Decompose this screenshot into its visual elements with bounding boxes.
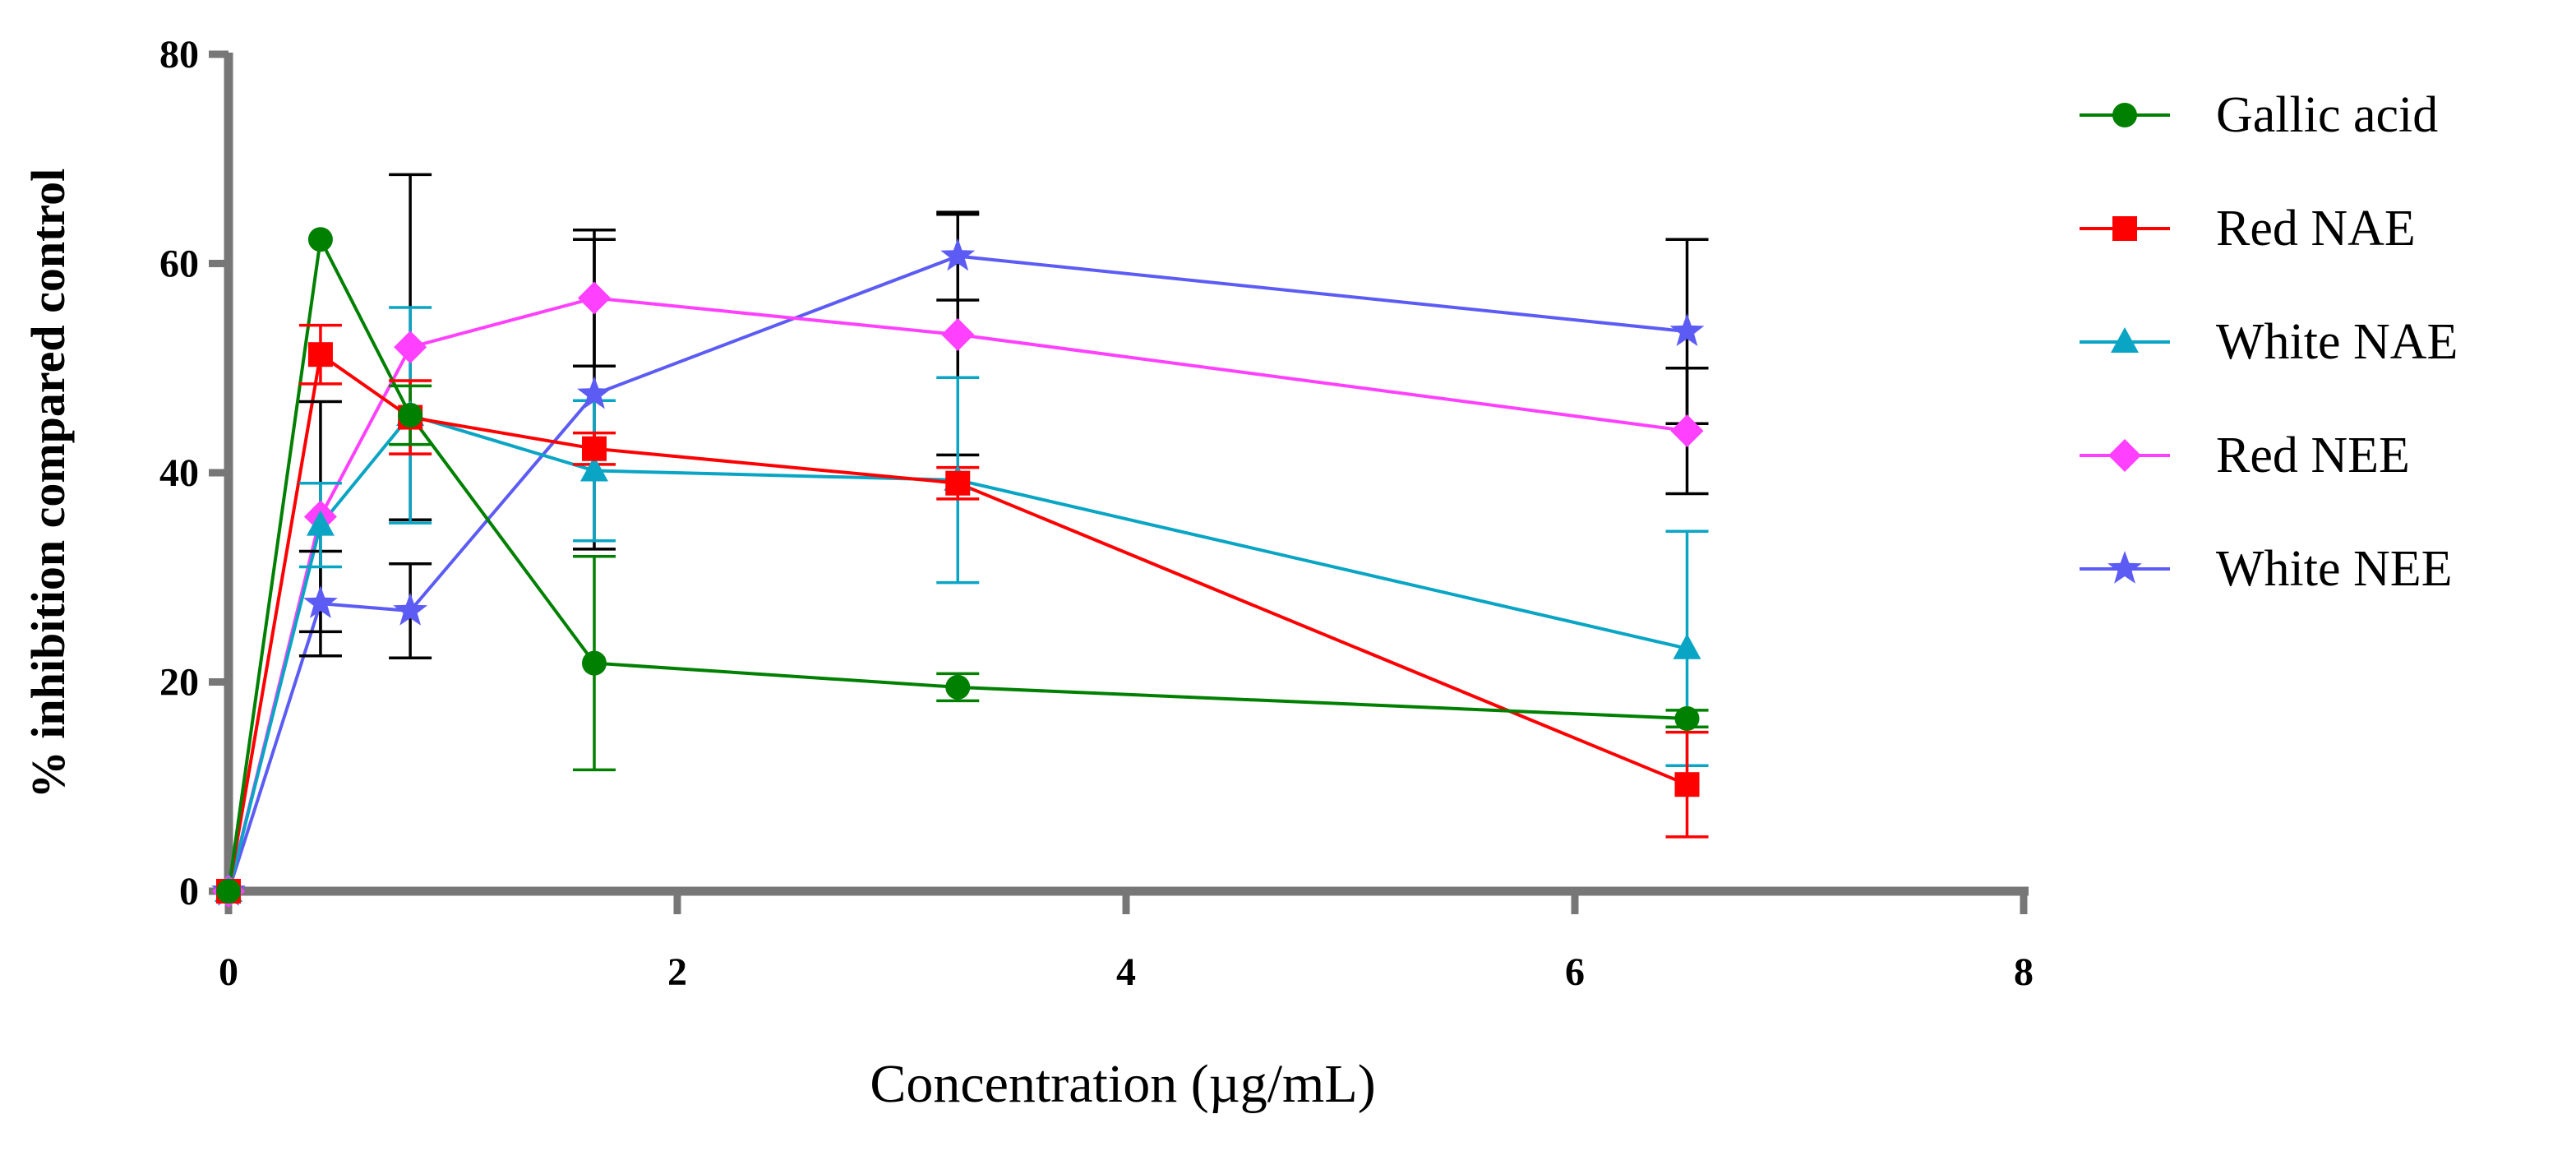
data-point [393, 593, 428, 626]
data-point [941, 318, 975, 352]
legend-label: White NAE [2216, 314, 2458, 370]
data-point [307, 342, 333, 367]
x-axis-title: Concentration (µg/mL) [870, 1054, 1375, 1114]
data-point [1674, 706, 1700, 732]
legend-marker [2108, 439, 2141, 472]
series-line [227, 351, 1688, 892]
data-point [577, 376, 612, 409]
legend-marker [2107, 551, 2142, 584]
data-point [577, 281, 611, 315]
series-layer [211, 173, 1709, 908]
series-line [227, 254, 1687, 892]
data-point [1670, 414, 1704, 448]
y-tick-label: 80 [159, 33, 199, 76]
y-tick-label: 0 [179, 870, 199, 913]
legend: Gallic acid Red NAE White NAE Red NEE White … [2080, 87, 2458, 597]
x-tick-label: 6 [1565, 950, 1585, 994]
data-point [1669, 313, 1705, 346]
legend-label: Gallic acid [2216, 87, 2438, 143]
x-tick-label: 4 [1116, 950, 1136, 994]
series-line [227, 296, 1687, 892]
y-tick-label: 40 [159, 451, 199, 495]
x-tick-label: 2 [667, 950, 687, 994]
x-tick-label: 0 [219, 950, 238, 994]
data-point [303, 585, 338, 618]
data-point [398, 403, 423, 428]
data-point [1674, 772, 1700, 797]
data-point [216, 879, 241, 904]
data-point [306, 510, 335, 536]
series-line [227, 413, 1687, 892]
data-point [581, 650, 607, 676]
data-point [945, 674, 971, 700]
legend-marker [2111, 327, 2139, 353]
data-point [581, 436, 607, 461]
legend-label: White NEE [2216, 541, 2453, 597]
x-tick-label: 8 [2014, 950, 2034, 994]
y-tick-label: 60 [159, 243, 199, 286]
data-point [945, 470, 971, 496]
data-point [394, 331, 427, 364]
data-point [579, 455, 608, 482]
data-point [307, 227, 333, 252]
legend-marker [2112, 103, 2137, 127]
y-axis-title: % inhibition compared control [21, 169, 75, 798]
data-point [1673, 633, 1701, 659]
legend-label: Red NAE [2216, 201, 2416, 257]
axes: 0 20 40 60 80 0 2 4 6 8 [159, 33, 2034, 994]
series-line [227, 233, 1687, 892]
legend-label: Red NEE [2216, 428, 2410, 483]
y-tick-label: 20 [159, 661, 199, 705]
legend-marker [2112, 216, 2137, 241]
data-point [940, 238, 976, 271]
